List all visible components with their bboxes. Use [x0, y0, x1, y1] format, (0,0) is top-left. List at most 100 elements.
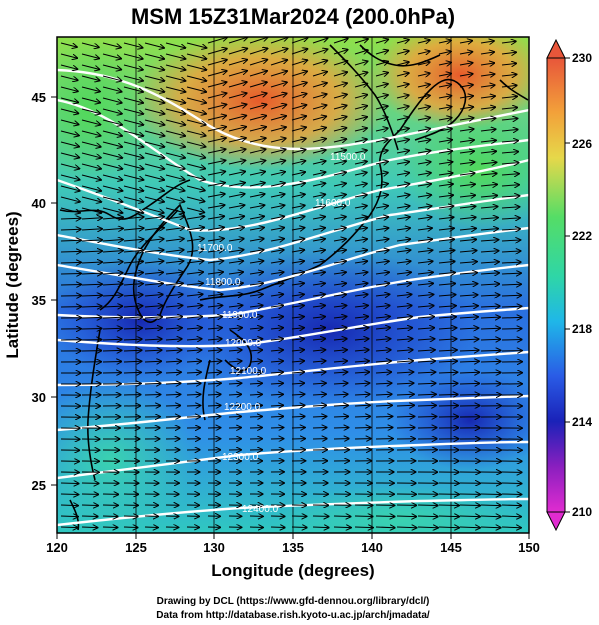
wind-vector	[102, 339, 122, 340]
wind-vector	[207, 239, 224, 242]
wind-vector	[165, 372, 181, 373]
wind-vector	[312, 239, 325, 241]
wind-vector	[144, 163, 164, 169]
wind-vector	[165, 64, 185, 70]
wind-vector	[438, 162, 452, 164]
wind-vector	[375, 128, 388, 131]
wind-vector	[249, 71, 267, 77]
wind-vector	[249, 37, 268, 44]
wind-vector	[144, 395, 160, 396]
wind-vector	[417, 140, 430, 142]
wind-vector	[459, 151, 474, 153]
wind-vector	[333, 117, 347, 120]
wind-vector	[249, 328, 262, 329]
wind-vector	[186, 261, 203, 263]
wind-vector	[459, 173, 475, 175]
wind-vector	[438, 406, 458, 407]
wind-vector	[165, 406, 180, 407]
wind-vector	[396, 206, 410, 208]
wind-vector	[249, 161, 265, 165]
wind-vector	[312, 38, 328, 44]
wind-vector	[60, 262, 81, 263]
wind-vector	[459, 350, 479, 351]
wind-vector	[501, 74, 516, 76]
wind-vector	[102, 228, 123, 230]
colorbar-top-arrow	[546, 38, 566, 59]
wind-vector	[81, 516, 98, 517]
wind-vector	[396, 195, 410, 197]
wind-vector	[207, 305, 222, 307]
wind-vector	[291, 161, 305, 164]
wind-vector	[81, 329, 102, 330]
wind-vector	[438, 140, 452, 142]
wind-vector	[186, 394, 201, 395]
wind-vector	[312, 428, 327, 429]
colorbar-tick-label: 218	[572, 322, 592, 336]
wind-vector	[81, 273, 102, 274]
wind-vector	[81, 306, 102, 307]
wind-vector	[186, 163, 205, 169]
wind-vector	[501, 185, 519, 186]
wind-vector	[480, 339, 500, 340]
wind-vector	[354, 383, 369, 384]
wind-vector	[438, 206, 453, 208]
wind-vector	[144, 174, 164, 180]
wind-vector	[165, 75, 185, 81]
wind-vector	[291, 83, 307, 88]
wind-vector	[165, 86, 185, 92]
wind-vector	[207, 328, 222, 329]
wind-vector	[375, 306, 390, 308]
wind-vector	[354, 350, 369, 351]
wind-vector	[249, 361, 262, 362]
wind-vector	[417, 350, 435, 351]
wind-vector	[312, 72, 327, 77]
wind-vector	[480, 107, 495, 109]
wind-vector	[186, 75, 206, 81]
wind-vector	[354, 84, 367, 87]
wind-vector	[207, 283, 223, 285]
wind-vector	[228, 37, 247, 44]
wind-vector	[60, 274, 81, 275]
wind-vector	[312, 150, 326, 153]
wind-vector	[123, 75, 143, 81]
wind-vector	[207, 183, 225, 186]
wind-vector	[60, 516, 78, 517]
wind-vector	[144, 361, 161, 362]
wind-vector	[144, 75, 164, 81]
wind-vector	[123, 361, 141, 362]
wind-vector	[333, 50, 348, 55]
wind-vector	[165, 261, 183, 263]
wind-vector	[333, 195, 346, 198]
wind-vector	[81, 505, 98, 506]
wind-vector	[207, 127, 226, 132]
wind-vector	[480, 218, 498, 219]
wind-vector	[144, 217, 164, 219]
wind-vector	[375, 372, 391, 373]
wind-vector	[501, 505, 521, 506]
wind-vector	[291, 49, 307, 55]
wind-vector	[270, 350, 283, 351]
wind-vector	[396, 117, 409, 120]
wind-vector	[249, 172, 265, 175]
wind-vector	[102, 64, 121, 70]
wind-vector	[438, 85, 451, 87]
wind-vector	[102, 284, 123, 285]
wind-vector	[375, 139, 388, 142]
wind-vector	[375, 250, 389, 252]
wind-vector	[480, 96, 495, 98]
wind-vector	[249, 194, 265, 197]
wind-vector	[459, 63, 473, 65]
wind-vector	[81, 130, 101, 136]
wind-vector	[333, 217, 346, 219]
wind-vector	[375, 405, 392, 406]
wind-vector	[417, 206, 431, 208]
wind-vector	[501, 251, 521, 252]
wind-vector	[123, 163, 143, 169]
wind-vector	[207, 82, 227, 88]
wind-vector	[480, 184, 497, 186]
wind-vector	[186, 174, 205, 180]
wind-vector	[480, 74, 494, 76]
y-tick-labels: 25 30 35 40 45	[32, 90, 46, 493]
wind-vector	[501, 494, 521, 495]
